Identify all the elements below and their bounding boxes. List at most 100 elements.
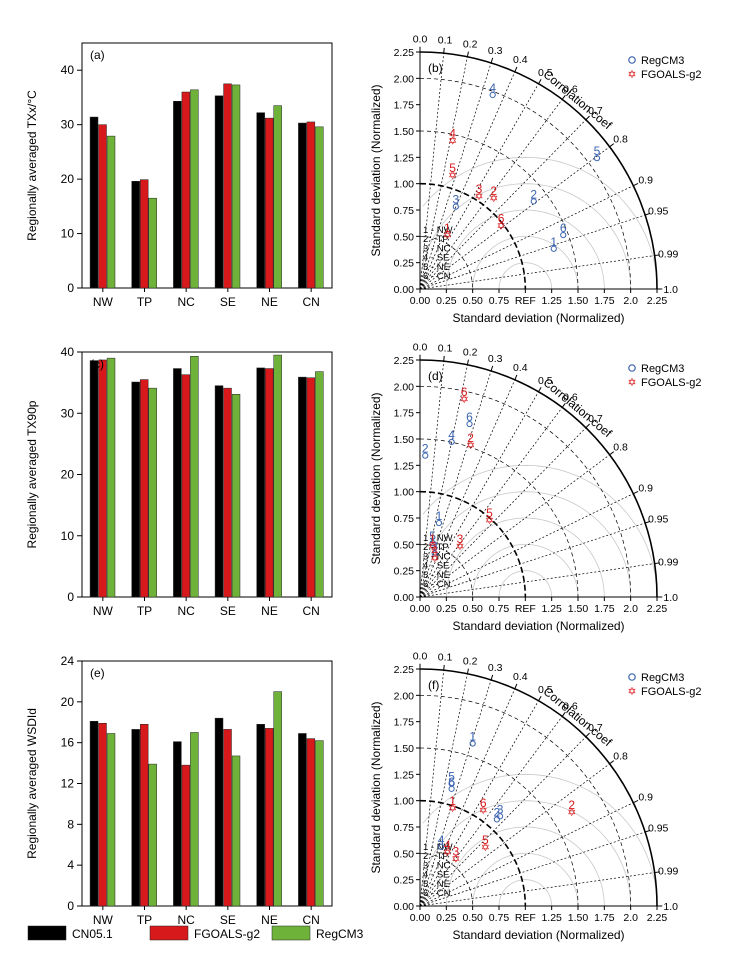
rms-arc (445, 826, 605, 907)
legend-swatch-cn05-1 (27, 925, 67, 941)
panel-label: (b) (428, 61, 443, 75)
corr-tick (561, 94, 566, 100)
marker-fgoals-g2-1: ✡ (448, 803, 457, 815)
x-tick-label: 1.50 (568, 295, 589, 307)
marker-regcm3-2 (422, 452, 429, 459)
corr-tick-label: 0.3 (488, 45, 503, 57)
corr-axis-label: Correlation coef (541, 67, 616, 132)
corr-ray (419, 679, 492, 907)
corr-ray (419, 71, 516, 290)
rms-arc (472, 543, 579, 598)
bar-fgoals-g2-cn (306, 738, 316, 907)
panel-label: (f) (428, 678, 439, 692)
marker-regcm3-3 (452, 203, 459, 210)
marker-label: 6 (448, 775, 455, 789)
legend-label: CN05.1 (72, 927, 113, 941)
std-arc (419, 852, 474, 907)
marker-label: 4 (444, 838, 451, 852)
corr-tick-label: 0.2 (463, 655, 478, 667)
bar-cn05.1-nw (89, 116, 99, 289)
y-tick-label: 0.50 (394, 231, 415, 243)
y-tick-label: 2.25 (394, 664, 415, 676)
std-arc (419, 385, 632, 598)
y-tick-label: 1.25 (394, 152, 415, 164)
x-tick-label: 1.75 (594, 603, 615, 615)
y-tick-label: 12 (61, 777, 75, 791)
x-tick-label: 0.25 (436, 912, 457, 924)
corr-tick-label: 0.0 (413, 33, 428, 45)
x-tick-label: 1.25 (541, 912, 562, 924)
bar-regcm3-tp (148, 387, 157, 598)
corr-ray (419, 700, 539, 907)
corr-ray (419, 83, 539, 290)
std-arc (419, 130, 579, 290)
bar-regcm3-ne (273, 691, 282, 907)
marker-label: 4 (449, 126, 456, 140)
corr-tick (490, 57, 494, 64)
bar-cn05.1-ne (256, 112, 265, 289)
std-arc (419, 438, 579, 598)
rms-arc (422, 773, 658, 907)
y-tick-label: 10 (61, 529, 75, 543)
marker-fgoals-g2-6: ✡ (479, 805, 488, 817)
x-tick-label: TP (137, 913, 152, 927)
corr-tick (466, 51, 469, 57)
bar-regcm3-ne (273, 354, 282, 598)
x-axis-label: Standard deviation (Normalized) (452, 311, 624, 325)
bar-fgoals-g2-nc (181, 374, 191, 598)
region-key-item: 6 - CN (423, 579, 451, 590)
bar-regcm3-se (231, 755, 241, 907)
corr-tick (514, 683, 518, 689)
marker-label: 1 (429, 532, 436, 546)
plot-frame (81, 660, 333, 907)
bar-fgoals-g2-cn (306, 377, 316, 598)
x-tick-label: 0.00 (410, 912, 431, 924)
x-tick-label: NC (177, 604, 195, 618)
x-tick-label: SE (220, 913, 236, 927)
y-tick-label: 0 (67, 281, 74, 295)
corr-tick-label: 0.1 (438, 35, 453, 47)
y-tick-label: 1.25 (394, 460, 415, 472)
x-tick-label: NE (261, 913, 278, 927)
rms-arc (498, 570, 553, 598)
region-key-item: 2 - TP (423, 851, 449, 862)
marker-label: 4 (431, 544, 438, 558)
corr-tick (644, 520, 651, 524)
corr-tick (443, 664, 445, 671)
corr-axis-label: Correlation coef (541, 375, 616, 440)
y-tick-label: 0.00 (394, 901, 415, 913)
corr-tick-label: 0.4 (513, 54, 528, 66)
legend-label: RegCM3 (316, 927, 364, 941)
bar-fgoals-g2-nc (181, 764, 191, 907)
legend-marker-regcm3 (628, 673, 636, 681)
x-tick-label: 1.75 (594, 912, 615, 924)
legend-label: RegCM3 (641, 672, 684, 684)
bar-panel-e: 0 4 8 12 16 20 24 NW TP NC SE NE CN (e) Regionally ave… (25, 654, 333, 927)
outer-arc (419, 51, 658, 290)
corr-ray (419, 146, 610, 290)
y-axis-label: Regionally averaged WSDId (25, 708, 39, 859)
y-tick-label: 2.00 (394, 73, 415, 85)
corr-tick-label: 0.3 (488, 662, 503, 674)
rms-arc (498, 879, 553, 907)
marker-label: 2 (490, 184, 497, 198)
region-key-item: 1 - NW (423, 842, 453, 853)
corr-tick-label: 0.99 (658, 866, 679, 878)
corr-ray (419, 736, 587, 907)
corr-tick (609, 760, 615, 765)
bar-fgoals-g2-se (223, 387, 232, 598)
marker-label: 6 (466, 410, 473, 424)
corr-tick (644, 212, 651, 216)
marker-fgoals-g2-2: ✡ (567, 807, 576, 819)
bar-fgoals-g2-ne (265, 728, 274, 907)
y-tick-label: 30 (61, 118, 75, 132)
bar-regcm3-nc (190, 89, 199, 289)
corr-tick (443, 355, 445, 362)
marker-label: 1 (449, 794, 456, 808)
bar-regcm3-ne (273, 105, 282, 289)
legend-label: FGOALS-g2 (194, 927, 260, 941)
corr-tick-label: 0.7 (588, 105, 603, 117)
y-tick-label: 2.25 (394, 355, 415, 367)
marker-regcm3-1 (550, 245, 557, 252)
marker-fgoals-g2-4: ✡ (443, 847, 452, 859)
